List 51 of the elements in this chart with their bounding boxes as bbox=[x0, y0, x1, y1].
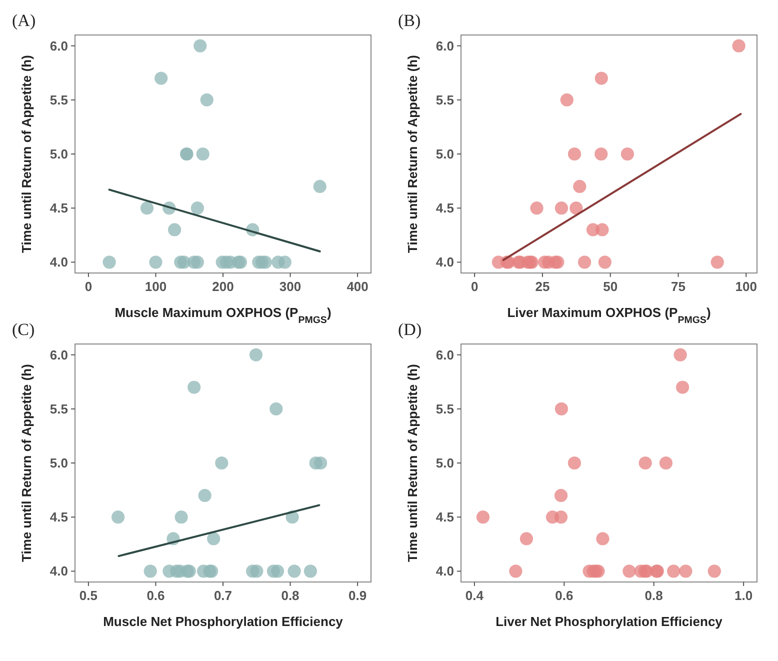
x-tick-label: 0 bbox=[84, 279, 92, 294]
x-tick-label: 300 bbox=[279, 279, 302, 294]
x-tick-label: 0.5 bbox=[79, 588, 98, 603]
y-tick-label: 5.5 bbox=[50, 92, 68, 108]
x-tick-label: 1.0 bbox=[734, 588, 753, 603]
y-axis-title: Time until Return of Appetite (h) bbox=[405, 55, 420, 253]
y-axis-title: Time until Return of Appetite (h) bbox=[19, 55, 34, 253]
y-tick-label: 6.0 bbox=[436, 38, 454, 54]
y-axis-title: Time until Return of Appetite (h) bbox=[405, 364, 420, 562]
y-tick-label: 6.0 bbox=[436, 347, 454, 362]
chart-title: (A) bbox=[12, 11, 36, 30]
y-tick-label: 4.0 bbox=[436, 254, 454, 270]
y-tick-label: 4.5 bbox=[50, 510, 68, 525]
y-tick-label: 5.0 bbox=[50, 456, 68, 471]
x-tick-label: 0.6 bbox=[555, 588, 574, 603]
x-tick-label: 0 bbox=[470, 279, 478, 294]
x-tick-label: 0.8 bbox=[644, 588, 663, 603]
y-tick-label: 4.0 bbox=[436, 564, 454, 579]
x-tick-label: 200 bbox=[212, 279, 234, 294]
y-tick-label: 4.5 bbox=[50, 200, 68, 216]
y-tick-label: 4.5 bbox=[436, 510, 454, 525]
y-tick-label: 6.0 bbox=[50, 347, 68, 362]
y-tick-label: 4.0 bbox=[50, 254, 68, 270]
y-tick-label: 5.5 bbox=[436, 401, 454, 416]
x-tick-label: 100 bbox=[735, 279, 757, 294]
x-tick-label: 75 bbox=[671, 279, 686, 294]
y-tick-label: 5.0 bbox=[436, 146, 454, 162]
x-tick-label: 0.6 bbox=[146, 588, 165, 603]
x-tick-label: 100 bbox=[144, 279, 167, 294]
x-tick-label: 0.9 bbox=[348, 588, 367, 603]
y-tick-label: 4.5 bbox=[436, 200, 454, 216]
y-tick-label: 5.5 bbox=[50, 401, 68, 416]
y-tick-label: 5.0 bbox=[436, 456, 454, 471]
x-tick-label: 25 bbox=[535, 279, 550, 294]
x-axis-title: Liver Net Phosphorylation Efficiency bbox=[496, 614, 724, 629]
chart-title: (B) bbox=[398, 11, 421, 30]
x-axis-title: Muscle Maximum OXPHOS (P$_{PMGS}$) bbox=[114, 305, 332, 326]
chart-title: (C) bbox=[12, 320, 35, 339]
x-tick-label: 0.4 bbox=[465, 588, 484, 603]
y-tick-label: 5.5 bbox=[436, 92, 454, 108]
x-tick-label: 0.7 bbox=[214, 588, 232, 603]
y-tick-label: 6.0 bbox=[50, 38, 68, 54]
y-axis-title: Time until Return of Appetite (h) bbox=[19, 364, 34, 562]
y-tick-label: 5.0 bbox=[50, 146, 68, 162]
chart-title: (D) bbox=[398, 320, 422, 339]
y-tick-label: 4.0 bbox=[50, 564, 68, 579]
x-tick-label: 400 bbox=[346, 279, 368, 294]
x-tick-label: 50 bbox=[603, 279, 618, 294]
x-axis-title: Muscle Net Phosphorylation Efficiency bbox=[103, 614, 344, 629]
x-axis-title: Liver Maximum OXPHOS (P$_{PMGS}$) bbox=[507, 305, 711, 326]
x-tick-label: 0.8 bbox=[281, 588, 300, 603]
